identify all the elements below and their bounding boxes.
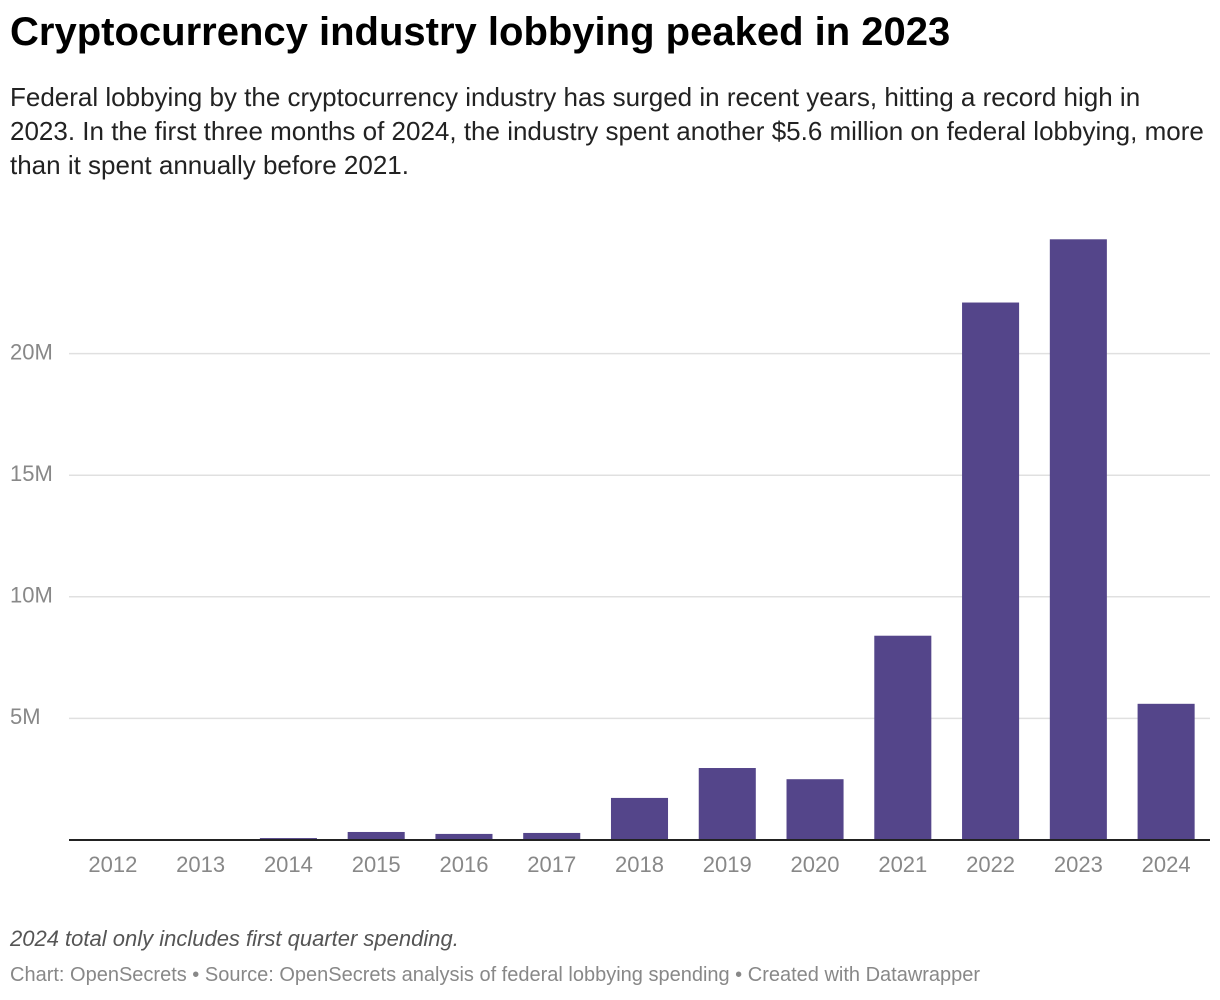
y-tick-label: 15M: [10, 461, 53, 486]
bar: [610, 797, 669, 840]
source: Chart: OpenSecrets • Source: OpenSecrets…: [10, 964, 981, 986]
x-tick-label: 2013: [176, 852, 225, 877]
x-tick-label: 2012: [88, 852, 137, 877]
x-tick-label: 2023: [1054, 852, 1103, 877]
bar: [786, 779, 844, 840]
bar: [523, 832, 581, 840]
y-tick-label: 20M: [10, 339, 53, 364]
x-tick-label: 2020: [791, 852, 840, 877]
x-tick-label: 2024: [1142, 852, 1191, 877]
x-tick-label: 2022: [966, 852, 1015, 877]
x-tick-label: 2017: [527, 852, 576, 877]
chart-subtitle: Federal lobbying by the cryptocurrency i…: [10, 82, 1204, 180]
bar: [874, 635, 932, 840]
x-tick-label: 2018: [615, 852, 664, 877]
chart-title: Cryptocurrency industry lobbying peaked …: [10, 10, 951, 54]
bar: [347, 831, 405, 840]
x-tick-label: 2016: [439, 852, 488, 877]
bar: [435, 833, 493, 840]
y-tick-label: 10M: [10, 583, 53, 608]
bar: [698, 768, 756, 840]
x-tick-label: 2019: [703, 852, 752, 877]
bar: [1137, 703, 1195, 840]
x-tick-label: 2014: [264, 852, 313, 877]
bar: [962, 302, 1020, 840]
note: 2024 total only includes first quarter s…: [10, 926, 459, 951]
x-tick-label: 2021: [878, 852, 927, 877]
x-tick-label: 2015: [352, 852, 401, 877]
y-tick-label: 5M: [10, 704, 41, 729]
bar: [1049, 239, 1107, 840]
